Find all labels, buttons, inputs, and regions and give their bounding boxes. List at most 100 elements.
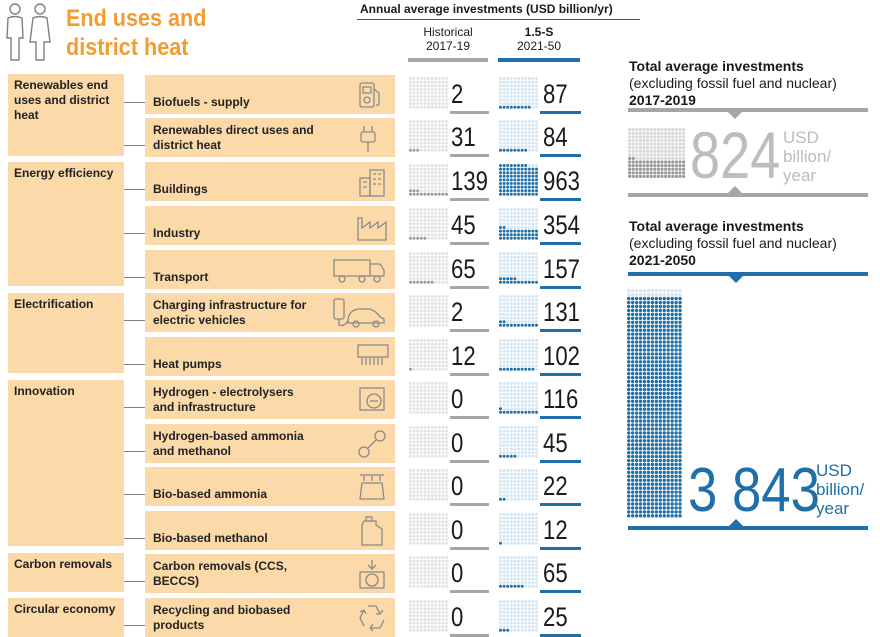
empty-dot bbox=[517, 130, 520, 134]
filled-dot bbox=[662, 450, 666, 455]
empty-dot bbox=[423, 487, 427, 490]
filled-dot bbox=[678, 482, 682, 486]
empty-dot bbox=[419, 185, 423, 189]
filled-dot bbox=[678, 486, 682, 490]
empty-dot bbox=[635, 149, 639, 153]
empty-dot bbox=[409, 584, 412, 588]
filled-dot bbox=[642, 340, 647, 344]
filled-dot bbox=[646, 332, 651, 336]
empty-dot bbox=[520, 440, 524, 444]
filled-dot bbox=[658, 304, 662, 309]
empty-dot bbox=[441, 541, 445, 545]
empty-dot bbox=[423, 218, 427, 222]
empty-dot bbox=[531, 451, 535, 455]
empty-dot bbox=[513, 531, 517, 534]
empty-dot bbox=[430, 469, 434, 472]
empty-dot bbox=[527, 346, 531, 350]
empty-dot bbox=[520, 277, 524, 281]
empty-dot bbox=[502, 298, 506, 302]
filled-dot bbox=[642, 403, 647, 407]
empty-dot bbox=[506, 95, 510, 98]
filled-dot bbox=[634, 482, 639, 486]
empty-dot bbox=[437, 396, 441, 400]
filled-dot bbox=[630, 435, 635, 439]
filled-dot bbox=[506, 454, 510, 458]
filled-dot bbox=[678, 458, 682, 463]
empty-dot bbox=[434, 174, 438, 178]
empty-dot bbox=[416, 577, 420, 581]
filled-dot bbox=[627, 502, 631, 506]
empty-dot bbox=[423, 259, 427, 263]
filled-dot bbox=[654, 320, 659, 324]
empty-dot bbox=[535, 222, 538, 226]
empty-dot bbox=[667, 142, 671, 146]
filled-dot bbox=[638, 470, 643, 475]
filled-dot bbox=[646, 466, 651, 471]
filled-dot bbox=[630, 403, 635, 407]
scenario-dot-grid bbox=[499, 513, 538, 545]
empty-dot bbox=[502, 389, 506, 393]
filled-dot bbox=[535, 182, 538, 185]
empty-dot bbox=[445, 566, 448, 570]
empty-dot bbox=[441, 95, 445, 98]
empty-dot bbox=[409, 222, 412, 226]
item-row-ammonia: Bio-based ammonia bbox=[145, 467, 395, 506]
empty-dot bbox=[427, 273, 430, 277]
filled-dot bbox=[662, 304, 666, 309]
empty-dot bbox=[427, 487, 430, 490]
empty-dot bbox=[445, 98, 448, 102]
filled-dot bbox=[646, 502, 651, 506]
empty-dot bbox=[409, 472, 412, 476]
filled-dot bbox=[409, 236, 412, 240]
empty-dot bbox=[535, 309, 538, 313]
empty-dot bbox=[646, 289, 651, 293]
empty-dot bbox=[527, 603, 531, 607]
empty-dot bbox=[524, 77, 528, 80]
filled-dot bbox=[627, 371, 631, 376]
empty-dot bbox=[416, 229, 420, 233]
empty-dot bbox=[509, 527, 513, 531]
filled-dot bbox=[502, 233, 506, 237]
empty-dot bbox=[412, 229, 416, 233]
empty-dot bbox=[520, 346, 524, 350]
empty-dot bbox=[509, 566, 513, 570]
empty-dot bbox=[437, 171, 441, 175]
empty-dot bbox=[434, 309, 438, 313]
empty-dot bbox=[427, 476, 430, 480]
empty-dot bbox=[441, 130, 445, 134]
empty-dot bbox=[437, 148, 441, 152]
empty-dot bbox=[409, 255, 412, 259]
empty-dot bbox=[531, 145, 535, 149]
empty-dot bbox=[441, 353, 445, 357]
empty-dot bbox=[441, 426, 445, 429]
empty-dot bbox=[509, 309, 513, 313]
filled-dot bbox=[658, 324, 662, 328]
filled-dot bbox=[658, 474, 662, 479]
filled-dot bbox=[666, 462, 670, 467]
empty-dot bbox=[513, 302, 517, 306]
empty-dot bbox=[506, 138, 510, 141]
item-label: Renewables direct uses and district heat bbox=[153, 123, 314, 152]
empty-dot bbox=[499, 141, 502, 145]
filled-dot bbox=[658, 494, 662, 498]
empty-dot bbox=[506, 259, 510, 263]
filled-dot bbox=[506, 167, 510, 171]
empty-dot bbox=[441, 342, 445, 346]
empty-dot bbox=[531, 600, 535, 603]
empty-dot bbox=[535, 523, 538, 527]
empty-dot bbox=[671, 131, 675, 135]
empty-dot bbox=[506, 120, 510, 123]
empty-dot bbox=[664, 135, 668, 139]
scenario-value: 963 bbox=[543, 166, 580, 196]
filled-dot bbox=[666, 506, 670, 510]
category-electrification: Electrification bbox=[8, 293, 124, 373]
filled-dot bbox=[635, 171, 639, 175]
filled-dot bbox=[666, 356, 670, 360]
empty-dot bbox=[527, 436, 531, 440]
empty-dot bbox=[642, 292, 647, 297]
empty-dot bbox=[430, 98, 434, 102]
empty-dot bbox=[441, 215, 445, 219]
empty-dot bbox=[416, 584, 420, 588]
empty-dot bbox=[535, 148, 538, 152]
empty-dot bbox=[441, 440, 445, 444]
